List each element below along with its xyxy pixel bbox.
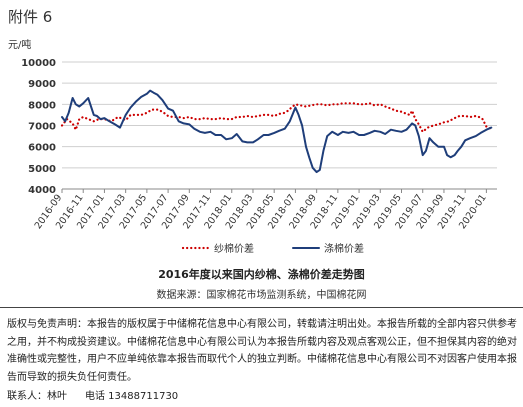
y-tick-label: 9000 <box>28 79 56 90</box>
y-axis-tick-labels: 4000 5000 6000 7000 8000 9000 10000 <box>21 58 56 196</box>
chart-legend: 纱棉价差 涤棉价差 <box>181 242 364 255</box>
chart-axes <box>61 188 497 193</box>
disclaimer-text: 版权与免责声明：本报告的版权属于中储棉花信息中心有限公司，转载请注明出处。本报告… <box>7 319 517 383</box>
price-spread-line-chart: 4000 5000 6000 7000 8000 9000 10000 2016-09201… <box>8 38 497 255</box>
y-tick-label: 6000 <box>28 143 56 154</box>
y-tick-label: 8000 <box>28 100 56 111</box>
y-tick-label: 10000 <box>21 58 56 69</box>
legend-label-polyester-spread: 涤棉价差 <box>324 242 364 255</box>
legend-label-yarn-spread: 纱棉价差 <box>214 242 254 255</box>
contact-phone: 电话 13488711730 <box>85 391 179 402</box>
series-line-polyester-spread <box>61 89 493 174</box>
chart-series-lines <box>60 89 493 174</box>
y-tick-label: 7000 <box>28 122 56 133</box>
y-tick-label: 5000 <box>28 164 56 175</box>
x-axis-tick-labels: 2016-092016-112017-012017-032017-052017-… <box>33 192 489 231</box>
contact-person: 联系人：林叶 <box>7 391 67 402</box>
y-tick-label: 4000 <box>28 185 56 196</box>
chart-source: 数据来源：国家棉花市场监测系统，中国棉花网 <box>156 290 367 301</box>
y-axis-label: 元/吨 <box>8 38 31 51</box>
chart-gridlines <box>62 61 497 169</box>
chart-title: 2016年度以来国内纱棉、涤棉价差走势图 <box>158 268 365 281</box>
divider <box>0 307 523 308</box>
attachment-label: 附件 6 <box>8 8 53 26</box>
series-line-yarn-spread <box>60 102 493 133</box>
contact-line: 联系人：林叶 电话 13488711730 <box>7 387 196 402</box>
